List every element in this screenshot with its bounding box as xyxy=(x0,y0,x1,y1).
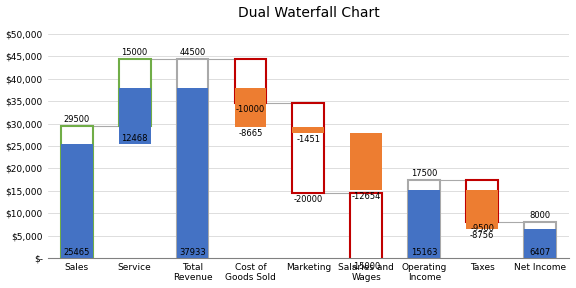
Bar xyxy=(293,127,324,133)
Bar xyxy=(350,133,382,190)
Text: -12654: -12654 xyxy=(352,192,381,201)
Text: 44500: 44500 xyxy=(179,48,206,57)
Bar xyxy=(234,88,267,127)
Text: -1451: -1451 xyxy=(297,135,320,144)
Text: -15000: -15000 xyxy=(352,262,381,271)
Bar xyxy=(467,190,498,230)
Text: 6407: 6407 xyxy=(529,248,551,257)
Bar xyxy=(408,190,440,258)
Bar xyxy=(177,58,209,258)
Bar xyxy=(524,222,556,258)
Text: -9500: -9500 xyxy=(470,224,494,233)
Text: -20000: -20000 xyxy=(294,195,323,204)
Text: 25465: 25465 xyxy=(63,248,90,257)
Bar xyxy=(293,103,324,193)
Bar xyxy=(119,58,150,126)
Text: 8000: 8000 xyxy=(530,211,551,221)
Bar xyxy=(234,58,267,103)
Text: 37933: 37933 xyxy=(179,248,206,257)
Bar xyxy=(60,144,93,258)
Text: 12468: 12468 xyxy=(122,134,148,143)
Bar xyxy=(177,88,209,258)
Bar xyxy=(524,230,556,258)
Text: -8756: -8756 xyxy=(470,231,494,240)
Bar xyxy=(467,180,498,222)
Title: Dual Waterfall Chart: Dual Waterfall Chart xyxy=(237,5,380,20)
Text: 29500: 29500 xyxy=(63,115,90,124)
Bar xyxy=(60,126,93,258)
Text: -10000: -10000 xyxy=(236,105,265,114)
Text: -8665: -8665 xyxy=(238,129,263,138)
Bar xyxy=(350,193,382,260)
Text: 15000: 15000 xyxy=(122,48,147,57)
Bar xyxy=(408,180,440,258)
Text: 17500: 17500 xyxy=(411,169,438,178)
Text: 15163: 15163 xyxy=(411,248,438,257)
Bar xyxy=(119,88,150,144)
